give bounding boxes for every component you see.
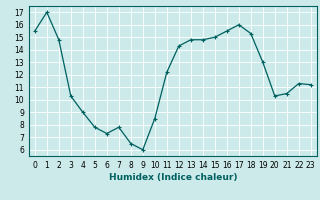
X-axis label: Humidex (Indice chaleur): Humidex (Indice chaleur) [108, 173, 237, 182]
